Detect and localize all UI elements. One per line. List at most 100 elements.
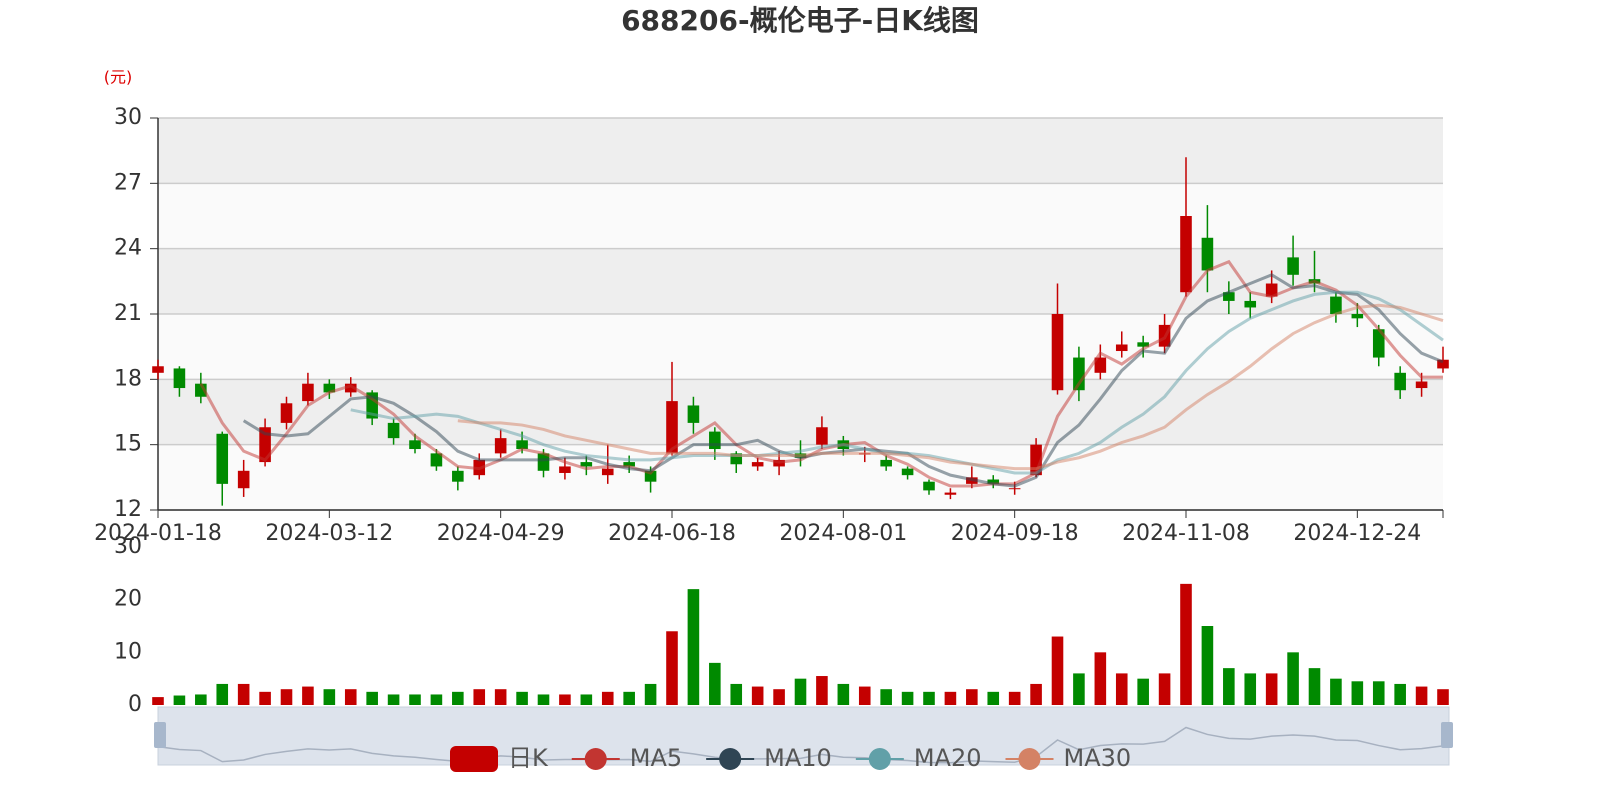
candle-body: [1287, 257, 1299, 275]
candle-body: [216, 433, 229, 484]
volume-bar: [1008, 691, 1021, 705]
candle-body: [152, 366, 164, 373]
volume-bar: [323, 689, 336, 705]
legend-item[interactable]: 日K: [450, 744, 549, 772]
y-tick-label: 12: [114, 497, 142, 522]
x-tick-label: 2024-03-12: [265, 521, 393, 546]
volume-bar: [452, 691, 464, 705]
candle-body: [173, 368, 186, 389]
volume-bar: [794, 678, 807, 705]
x-tick-label: 2024-08-01: [779, 521, 907, 546]
candle-body: [387, 422, 400, 439]
volume-bar: [1223, 668, 1235, 705]
volume-bar: [409, 694, 421, 705]
zoom-preview: [157, 726, 1444, 764]
zoom-handle[interactable]: [1441, 722, 1453, 748]
y-tick-label: 30: [114, 105, 142, 130]
volume-bar: [923, 691, 935, 705]
y-unit: (元): [104, 68, 133, 87]
x-tick-label: 2024-09-18: [951, 521, 1079, 546]
volume-bar: [644, 683, 657, 705]
volume-tick-label: 0: [128, 692, 142, 717]
candle-body: [366, 392, 378, 419]
ma-line: [457, 303, 1444, 471]
candle-body: [452, 470, 464, 482]
volume-bar: [366, 691, 378, 705]
candle-body: [1351, 314, 1364, 319]
volume-bar: [858, 686, 871, 705]
y-tick-label: 15: [114, 432, 142, 457]
volume-bar: [901, 691, 914, 705]
volume-bar: [216, 683, 229, 705]
volume-bar: [280, 689, 293, 705]
candle-body: [987, 479, 1000, 484]
volume-bar: [880, 689, 892, 705]
candle-body: [709, 431, 721, 450]
volume-bar: [1415, 686, 1428, 705]
candle-body: [1330, 296, 1342, 314]
volume-bar: [966, 689, 978, 705]
legend-swatch: [450, 746, 498, 772]
volume-bar: [987, 691, 1000, 705]
legend-item[interactable]: MA30: [1005, 744, 1132, 772]
volume-bar: [173, 695, 186, 705]
y-tick-label: 24: [114, 236, 142, 261]
volume-bar: [259, 691, 271, 705]
candle-body: [1437, 359, 1449, 369]
candle-body: [1115, 344, 1128, 352]
candle-body: [816, 427, 828, 445]
candle-body: [1415, 381, 1428, 389]
volume-bar: [1180, 583, 1192, 705]
candle-body: [1394, 372, 1406, 391]
legend-label: MA10: [764, 744, 832, 772]
legend-label: MA5: [630, 744, 682, 772]
volume-bar: [152, 697, 164, 705]
volume-bar: [944, 691, 957, 705]
candle-body: [430, 453, 443, 467]
x-tick-label: 2024-06-18: [608, 521, 736, 546]
candle-body: [1265, 283, 1278, 297]
candle-body: [644, 470, 657, 482]
volume-bar: [1158, 673, 1171, 705]
legend-swatch: [1018, 748, 1041, 770]
candle-body: [537, 453, 550, 471]
zoom-slider[interactable]: [157, 706, 1450, 766]
volume-bar: [687, 589, 700, 705]
legend-item[interactable]: MA5: [571, 744, 682, 772]
volume-bar: [559, 694, 571, 705]
volume-bar: [1137, 678, 1149, 705]
volume-bar: [494, 689, 507, 705]
volume-bar: [473, 689, 486, 705]
candle-body: [601, 468, 614, 476]
volume-bar: [1115, 673, 1128, 705]
volume-bar: [1030, 683, 1042, 705]
grid-band: [158, 118, 1443, 184]
x-tick-label: 2024-12-24: [1293, 521, 1421, 546]
volume-bar: [623, 691, 635, 705]
volume-bar: [195, 694, 207, 705]
ma-line: [199, 259, 1443, 488]
volume-bar: [1244, 673, 1257, 705]
candle-body: [323, 383, 336, 393]
legend-swatch: [868, 748, 891, 770]
candle-body: [666, 401, 678, 454]
candle-body: [923, 481, 935, 491]
candle-body: [880, 459, 892, 467]
candle-body: [409, 440, 421, 450]
candle-body: [1223, 292, 1235, 301]
volume-bar: [601, 691, 614, 705]
volume-tick-label: 10: [114, 639, 142, 664]
candle-body: [1073, 357, 1085, 391]
legend-item[interactable]: MA20: [855, 744, 982, 772]
x-tick-label: 2024-11-08: [1122, 521, 1250, 546]
candle-body: [302, 383, 314, 402]
volume-tick-label: 20: [114, 587, 142, 612]
ma-line: [242, 273, 1444, 488]
chart-title: 688206-概伦电子-日K线图: [621, 4, 979, 37]
volume-bar: [709, 662, 721, 705]
zoom-handle[interactable]: [154, 722, 166, 748]
candle-body: [1201, 237, 1214, 271]
legend-label: 日K: [508, 744, 549, 772]
legend-item[interactable]: MA10: [706, 744, 832, 772]
candle-body: [944, 492, 957, 495]
